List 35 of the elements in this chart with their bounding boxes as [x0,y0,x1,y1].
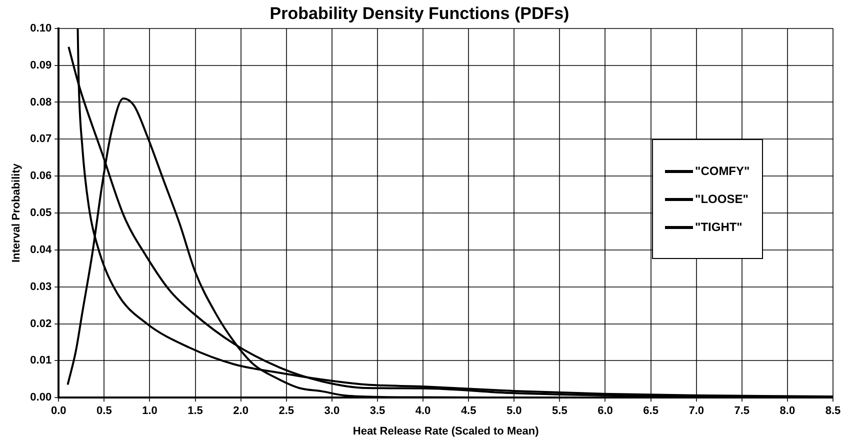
x-tick-label: 2.0 [233,405,248,418]
y-tick-label: 0.00 [30,392,52,404]
y-tick-label: 0.05 [30,207,52,220]
y-tick-label: 0.10 [30,22,52,34]
legend-label: "TIGHT" [695,220,742,234]
y-tick-label: 0.04 [30,244,52,256]
x-tick-label: 7.5 [734,405,750,418]
x-tick-label: 8.5 [825,405,841,418]
y-axis-title: Interval Probability [10,162,23,263]
x-tick-label: 8.0 [780,405,796,418]
y-tick-label: 0.01 [30,354,52,367]
x-tick-label: 1.0 [142,405,158,418]
x-tick-label: 5.0 [506,405,522,418]
x-tick-label: 4.5 [460,405,476,418]
legend-label: "LOOSE" [695,192,748,206]
x-tick-label: 0.0 [50,405,66,418]
legend-label: "COMFY" [695,164,750,178]
x-tick-label: 4.0 [415,405,431,418]
x-axis-title: Heat Release Rate (Scaled to Mean) [352,425,540,438]
x-tick-label: 5.5 [552,405,568,418]
chart-title: Probability Density Functions (PDFs) [270,4,570,23]
x-tick-label: 6.0 [598,405,613,418]
x-tick-label: 3.0 [324,405,340,418]
x-tick-label: 1.5 [188,405,203,418]
y-tick-label: 0.09 [30,59,52,72]
x-tick-label: 6.5 [643,405,658,418]
x-tick-label: 0.5 [96,405,112,418]
y-tick-label: 0.03 [30,280,52,293]
x-tick-label: 7.0 [688,405,704,418]
y-tick-label: 0.06 [30,170,52,182]
x-tick-label: 2.5 [278,405,294,418]
y-tick-label: 0.07 [30,133,52,146]
x-tick-label: 3.5 [370,405,386,418]
y-tick-label: 0.08 [30,96,52,108]
y-tick-label: 0.02 [30,318,52,330]
